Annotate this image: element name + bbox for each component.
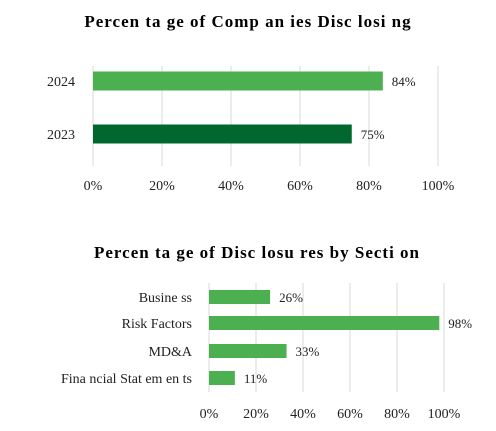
bar bbox=[209, 371, 235, 385]
x-tick-label: 20% bbox=[149, 179, 175, 194]
data-label: 11% bbox=[244, 371, 268, 386]
bar bbox=[209, 344, 287, 358]
chart-disclosures-by-section-svg: Percen ta ge of Disc losu res by Secti o… bbox=[61, 243, 472, 422]
data-label: 26% bbox=[279, 290, 303, 305]
x-tick-label: 100% bbox=[422, 179, 455, 194]
data-label: 84% bbox=[392, 74, 416, 89]
category-label: Busine ss bbox=[139, 291, 192, 306]
bar bbox=[209, 316, 440, 330]
category-label: 2024 bbox=[47, 75, 75, 90]
x-tick-label: 0% bbox=[200, 407, 219, 422]
x-tick-label: 40% bbox=[218, 179, 244, 194]
category-label: Fina ncial Stat em en ts bbox=[61, 372, 192, 387]
bar bbox=[93, 124, 352, 144]
chart-title: Percen ta ge of Comp an ies Disc losi ng bbox=[84, 12, 411, 31]
data-label: 33% bbox=[296, 344, 320, 359]
x-tick-label: 100% bbox=[428, 407, 461, 422]
data-label: 75% bbox=[361, 127, 385, 142]
category-label: 2023 bbox=[47, 128, 75, 143]
chart-title: Percen ta ge of Disc losu res by Secti o… bbox=[94, 243, 420, 262]
x-tick-label: 60% bbox=[287, 179, 313, 194]
chart-disclosures-by-section: Percen ta ge of Disc losu res by Secti o… bbox=[0, 220, 496, 431]
x-tick-label: 80% bbox=[384, 407, 410, 422]
chart-companies-disclosing: Percen ta ge of Comp an ies Disc losi ng… bbox=[0, 0, 496, 215]
x-tick-label: 80% bbox=[356, 179, 382, 194]
x-tick-label: 0% bbox=[84, 179, 103, 194]
category-label: MD&A bbox=[148, 345, 192, 360]
x-tick-label: 20% bbox=[243, 407, 269, 422]
bar bbox=[93, 71, 383, 91]
bar bbox=[209, 290, 271, 304]
data-label: 98% bbox=[448, 316, 472, 331]
x-tick-label: 60% bbox=[337, 407, 363, 422]
chart-companies-disclosing-svg: Percen ta ge of Comp an ies Disc losi ng… bbox=[47, 12, 455, 194]
x-tick-label: 40% bbox=[290, 407, 316, 422]
category-label: Risk Factors bbox=[122, 317, 192, 332]
